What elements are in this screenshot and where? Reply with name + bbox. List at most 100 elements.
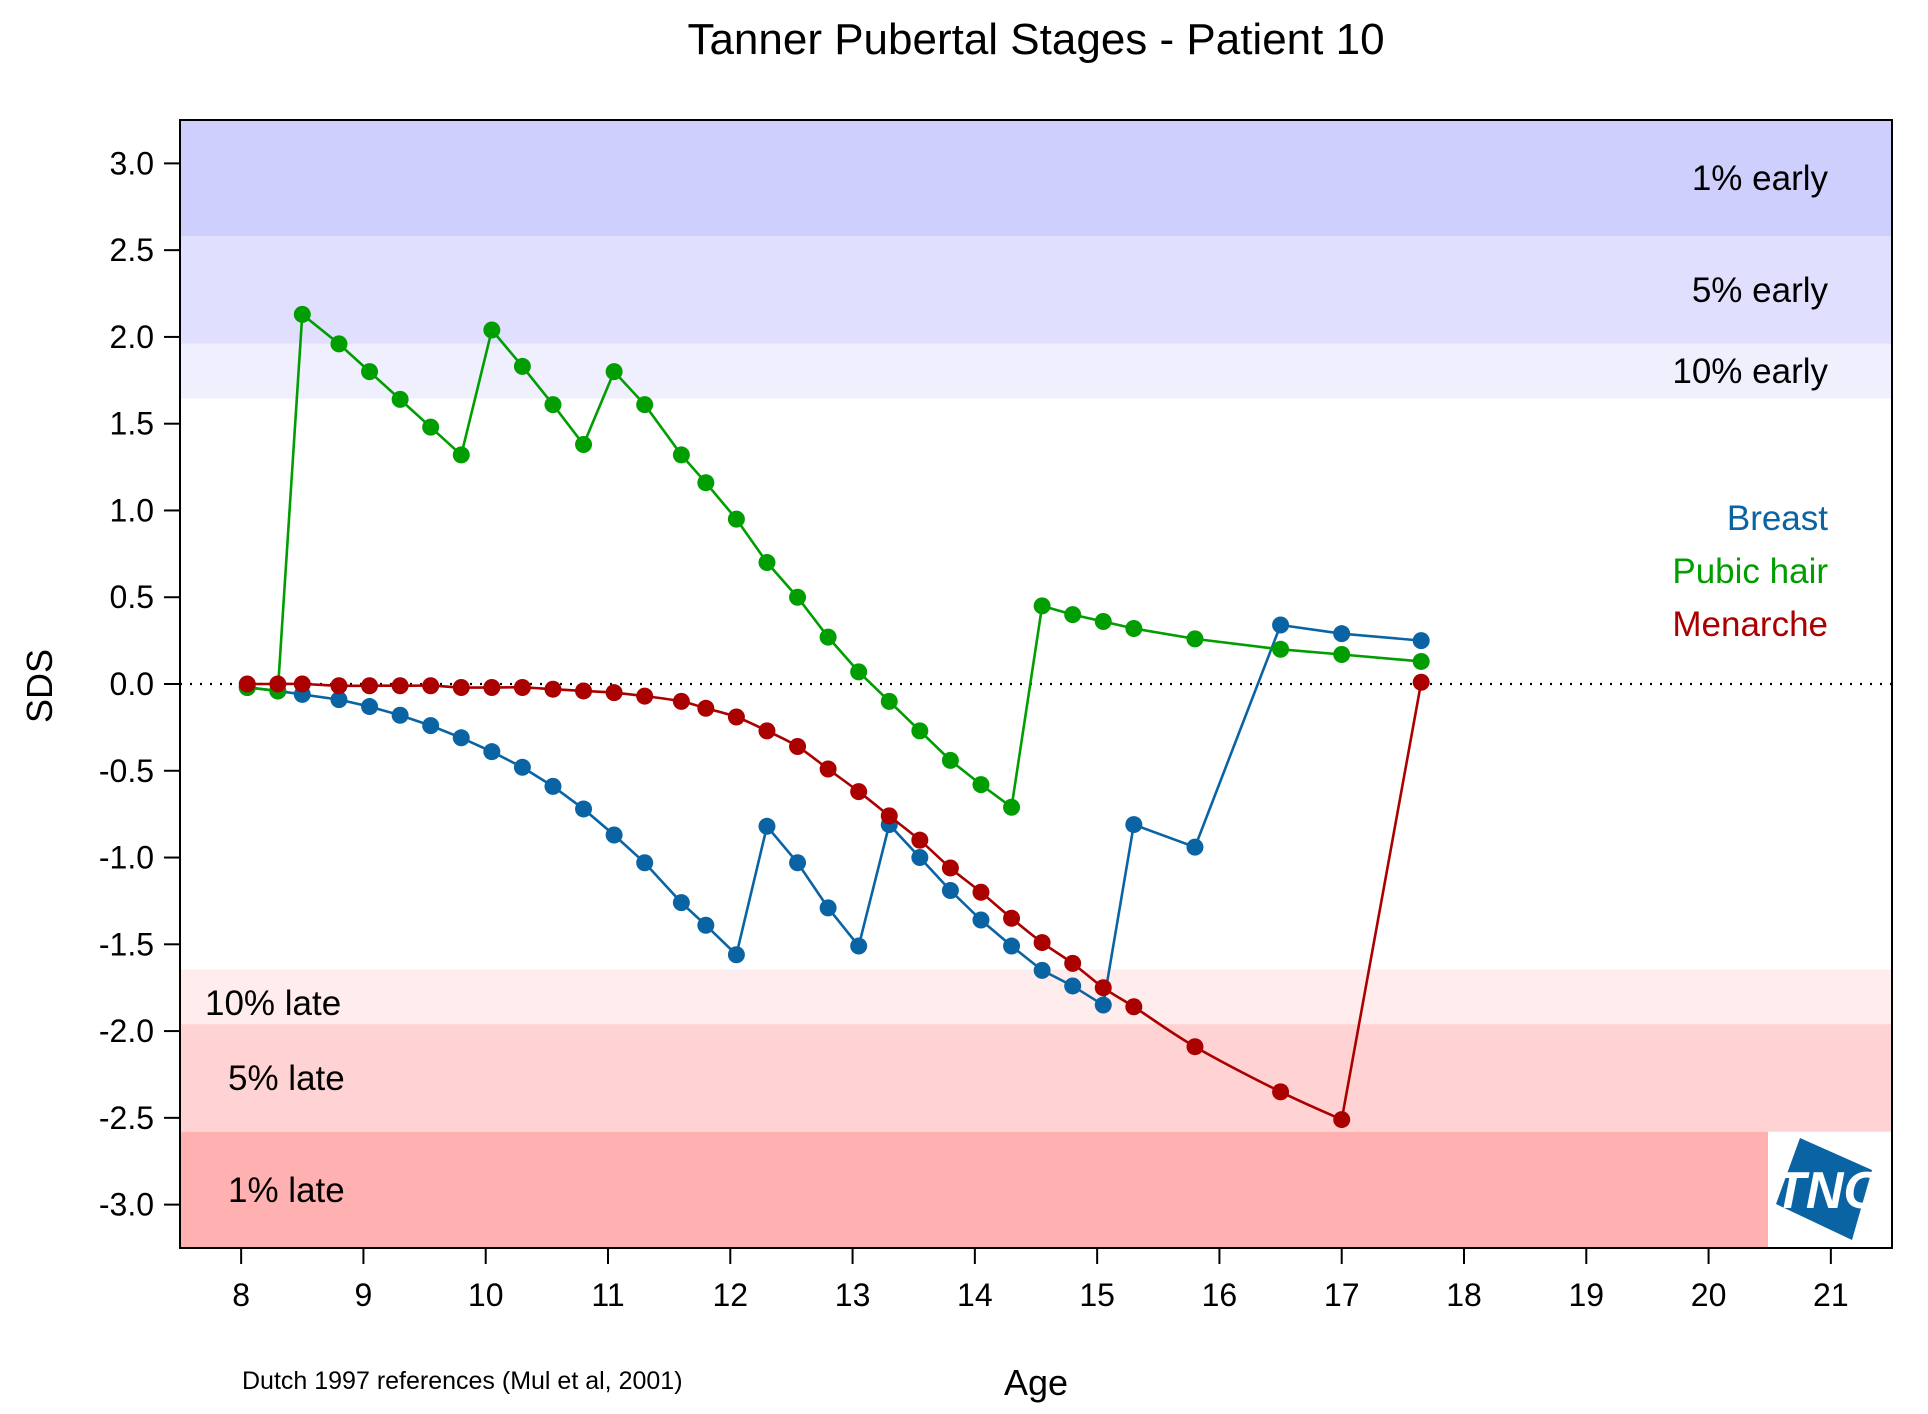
data-point — [1125, 619, 1143, 637]
x-tick-label-11: 19 — [1568, 1277, 1604, 1313]
band-label-5: 1% late — [228, 1171, 345, 1210]
data-point — [544, 396, 562, 414]
data-point — [911, 722, 929, 740]
data-point — [1033, 934, 1051, 952]
data-point — [1412, 652, 1430, 670]
data-point — [727, 946, 745, 964]
data-point — [1003, 798, 1021, 816]
data-point — [819, 760, 837, 778]
x-tick-label-12: 20 — [1691, 1277, 1727, 1313]
data-point — [575, 436, 593, 454]
x-tick-label-0: 8 — [232, 1277, 250, 1313]
data-point — [697, 916, 715, 934]
data-point — [1003, 937, 1021, 955]
data-point — [880, 807, 898, 825]
data-point — [1033, 961, 1051, 979]
data-point — [727, 708, 745, 726]
data-point — [361, 363, 379, 381]
data-point — [422, 717, 440, 735]
logo-ribbon — [1776, 1138, 1872, 1240]
x-tick-label-5: 13 — [835, 1277, 871, 1313]
data-point — [758, 722, 776, 740]
data-point — [850, 937, 868, 955]
x-tick-label-10: 18 — [1446, 1277, 1482, 1313]
data-point — [293, 675, 311, 693]
data-point — [972, 883, 990, 901]
data-point — [880, 692, 898, 710]
legend: Breast Pubic hair Menarche — [1672, 499, 1828, 644]
data-point — [941, 751, 959, 769]
data-point — [789, 588, 807, 606]
band-4 — [180, 1024, 1892, 1132]
data-point — [636, 687, 654, 705]
y-tick-label-0: 3.0 — [110, 145, 154, 181]
y-tick-label-4: 1.0 — [110, 492, 154, 528]
legend-entry-2: Menarche — [1672, 605, 1828, 644]
data-point — [513, 758, 531, 776]
data-point — [544, 680, 562, 698]
data-point — [672, 692, 690, 710]
data-point — [575, 800, 593, 818]
x-tick-label-9: 17 — [1324, 1277, 1360, 1313]
data-point — [422, 418, 440, 436]
x-tick-label-1: 9 — [355, 1277, 373, 1313]
logo-text: TNO — [1774, 1162, 1884, 1220]
data-point — [1272, 1083, 1290, 1101]
data-point — [452, 678, 470, 696]
data-point — [605, 684, 623, 702]
data-point — [1125, 998, 1143, 1016]
y-tick-label-2: 2.0 — [110, 319, 154, 355]
y-tick-label-8: -1.0 — [99, 840, 154, 876]
data-point — [850, 783, 868, 801]
y-axis-title: SDS — [19, 649, 60, 723]
data-point — [269, 675, 287, 693]
y-tick-label-10: -2.0 — [99, 1013, 154, 1049]
data-point — [1412, 673, 1430, 691]
legend-entry-1: Pubic hair — [1672, 552, 1828, 591]
x-tick-label-8: 16 — [1202, 1277, 1238, 1313]
data-point — [1333, 1111, 1351, 1129]
band-0 — [180, 120, 1892, 237]
y-tick-label-11: -2.5 — [99, 1100, 154, 1136]
y-tick-label-6: 0.0 — [110, 666, 154, 702]
data-point — [758, 817, 776, 835]
data-point — [1064, 954, 1082, 972]
band-3 — [180, 969, 1892, 1025]
percentile-bands — [180, 120, 1892, 1248]
data-point — [575, 682, 593, 700]
data-point — [972, 776, 990, 794]
band-5 — [180, 1131, 1768, 1248]
data-point — [361, 677, 379, 695]
data-point — [1064, 606, 1082, 624]
y-tick-label-1: 2.5 — [110, 232, 154, 268]
data-point — [1333, 645, 1351, 663]
x-tick-label-6: 14 — [957, 1277, 993, 1313]
legend-entry-0: Breast — [1727, 499, 1828, 538]
data-point — [238, 675, 256, 693]
series-breast — [238, 616, 1430, 1014]
data-point — [1272, 640, 1290, 658]
data-point — [452, 729, 470, 747]
data-point — [361, 698, 379, 716]
y-axis: 3.0 2.5 2.0 1.5 1.0 0.5 0.0 -0.5 -1.0 -1.5 -2.0 -2.… — [99, 145, 180, 1223]
x-axis: 8 9 10 11 12 13 14 15 16 17 18 19 20 21 — [232, 1248, 1849, 1313]
data-point — [789, 854, 807, 872]
data-point — [789, 737, 807, 755]
band-label-2: 10% early — [1672, 352, 1828, 391]
footnote: Dutch 1997 references (Mul et al, 2001) — [242, 1367, 683, 1395]
data-point — [636, 396, 654, 414]
data-point — [330, 335, 348, 353]
data-point — [330, 691, 348, 709]
data-point — [605, 826, 623, 844]
data-point — [636, 854, 654, 872]
x-tick-label-13: 21 — [1813, 1277, 1849, 1313]
data-point — [819, 628, 837, 646]
data-point — [544, 777, 562, 795]
y-tick-label-3: 1.5 — [110, 406, 154, 442]
data-point — [1064, 977, 1082, 995]
y-tick-label-7: -0.5 — [99, 753, 154, 789]
data-point — [1412, 632, 1430, 650]
series-lines — [238, 305, 1430, 1129]
band-label-3: 10% late — [205, 984, 341, 1023]
